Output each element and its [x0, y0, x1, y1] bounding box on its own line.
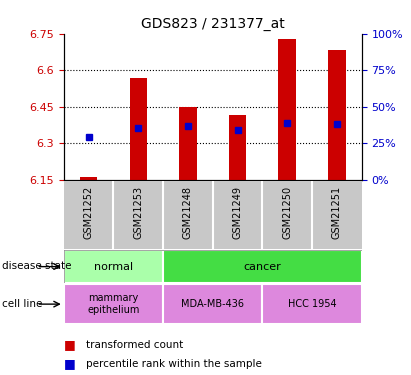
Bar [163, 284, 262, 324]
Text: percentile rank within the sample: percentile rank within the sample [86, 359, 262, 369]
Text: GSM21252: GSM21252 [83, 186, 94, 240]
Text: normal: normal [94, 262, 133, 272]
Bar [229, 116, 246, 180]
Bar [179, 107, 196, 180]
Text: mammary
epithelium: mammary epithelium [87, 293, 140, 315]
Text: GSM21250: GSM21250 [282, 186, 292, 239]
Text: ■: ■ [64, 339, 76, 351]
Text: transformed count: transformed count [86, 340, 184, 350]
Text: disease state: disease state [2, 261, 72, 271]
Text: cancer: cancer [243, 262, 281, 272]
Text: GSM21249: GSM21249 [233, 186, 242, 239]
Text: GSM21253: GSM21253 [133, 186, 143, 239]
Bar [64, 284, 163, 324]
Bar [80, 177, 97, 180]
Text: MDA-MB-436: MDA-MB-436 [181, 299, 244, 309]
Bar [129, 78, 147, 180]
Text: HCC 1954: HCC 1954 [288, 299, 336, 309]
Text: GSM21248: GSM21248 [183, 186, 193, 239]
Bar [262, 284, 362, 324]
Text: ■: ■ [64, 357, 76, 370]
Bar [328, 50, 346, 180]
Title: GDS823 / 231377_at: GDS823 / 231377_at [141, 17, 284, 32]
Bar [279, 39, 296, 180]
Text: GSM21251: GSM21251 [332, 186, 342, 239]
Bar [163, 250, 362, 283]
Bar [64, 250, 163, 283]
Text: cell line: cell line [2, 299, 42, 309]
